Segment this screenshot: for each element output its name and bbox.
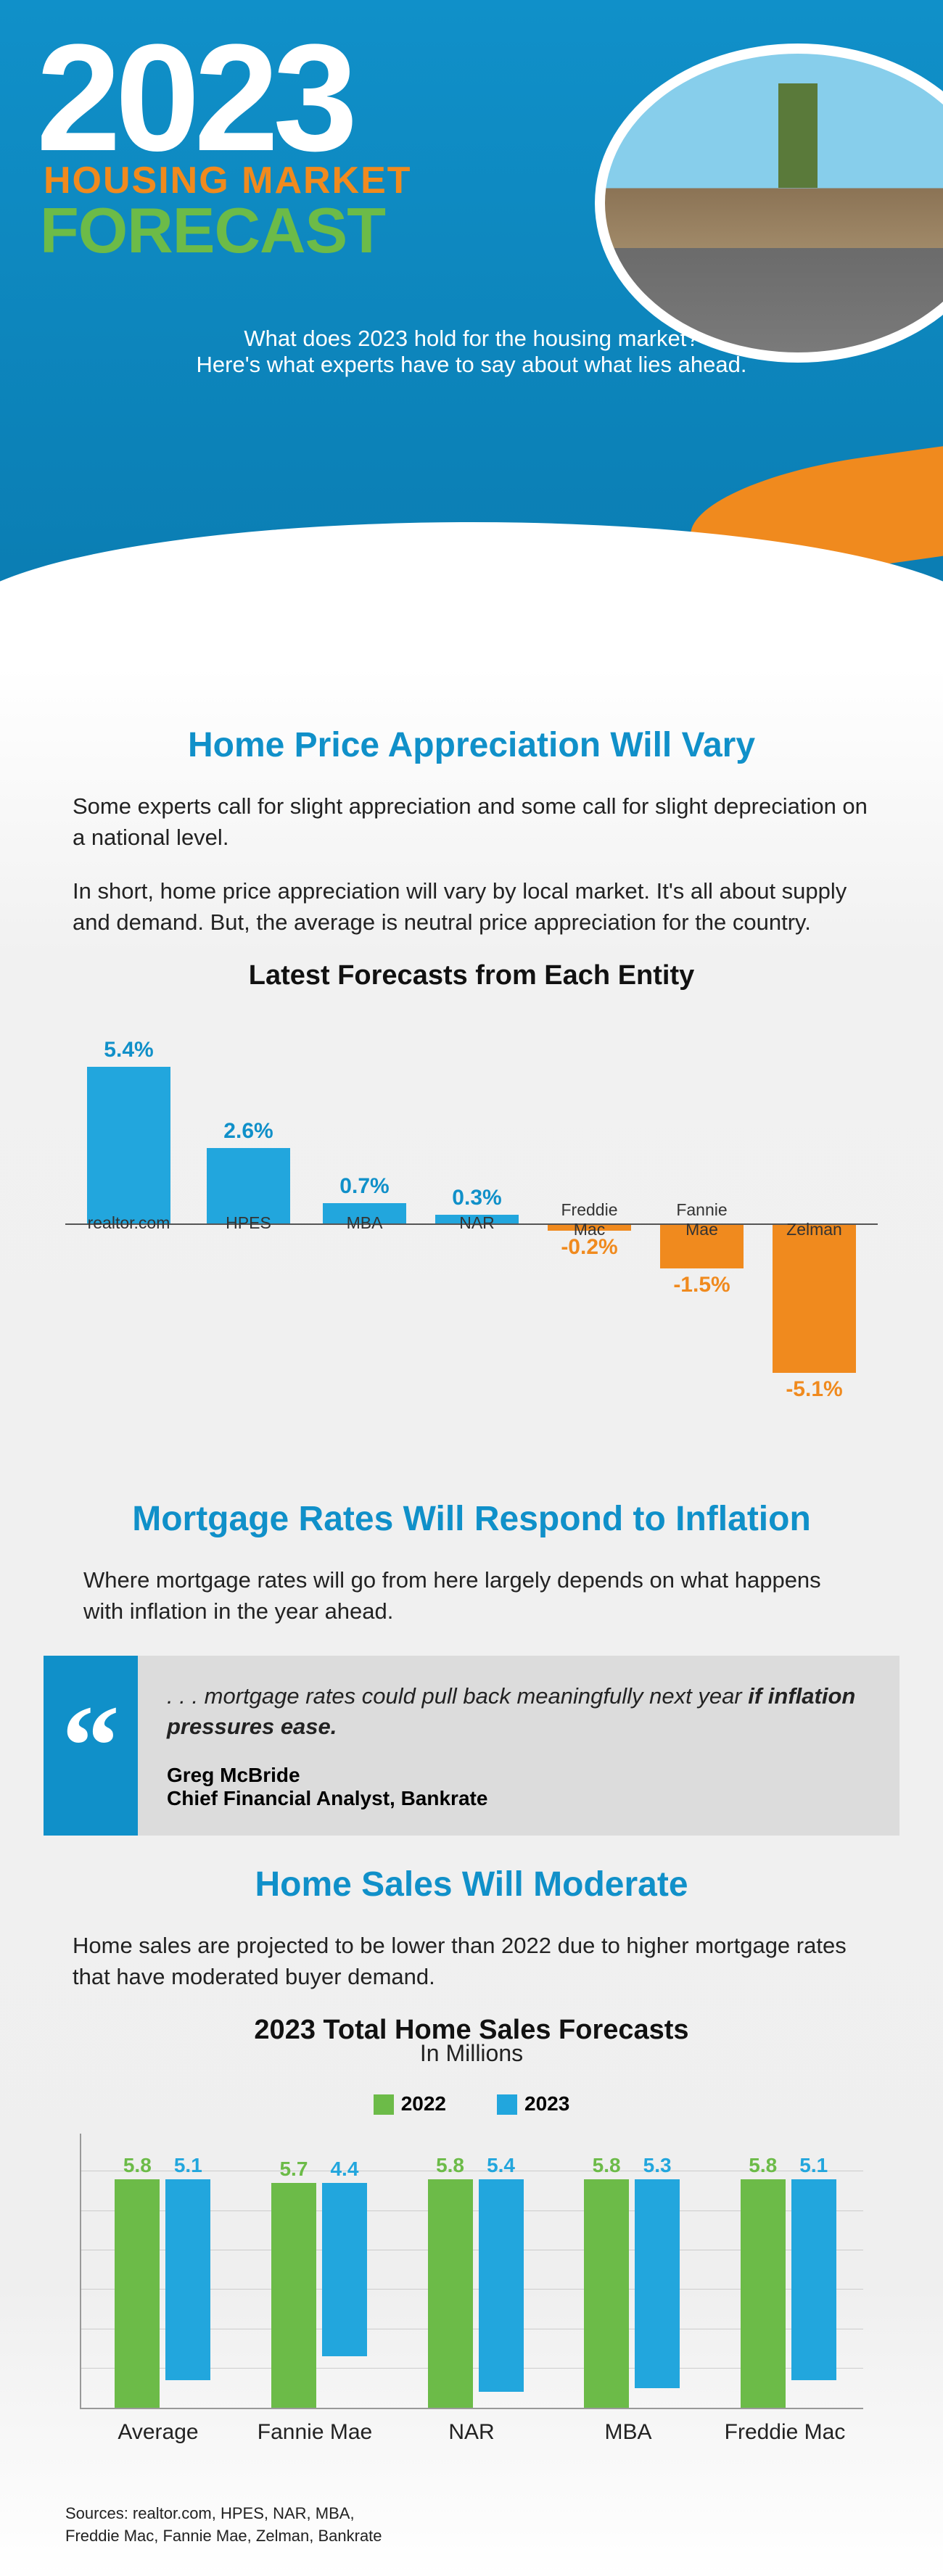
chart1-bar: 5.4%realtor.com bbox=[87, 1038, 170, 1223]
chart1-bar: Freddie Mac-0.2% bbox=[548, 1225, 631, 1260]
content-area: Home Price Appreciation Will Vary Some e… bbox=[0, 667, 943, 2576]
chart1-bar: 2.6%HPES bbox=[207, 1119, 290, 1223]
chart2-bar-value: 5.8 bbox=[584, 2154, 629, 2177]
swatch-2022 bbox=[374, 2094, 394, 2115]
chart2-bar: 5.8 bbox=[741, 2179, 786, 2408]
bar-value: 0.7% bbox=[323, 1174, 406, 1199]
section2-p1: Where mortgage rates will go from here l… bbox=[65, 1564, 878, 1627]
forecast-bar-chart: 5.4%realtor.com2.6%HPES0.7%MBA0.3%NARFre… bbox=[65, 1064, 878, 1456]
bar-value: -1.5% bbox=[660, 1273, 744, 1297]
chart2-bar: 5.4 bbox=[479, 2179, 524, 2392]
chart2-xlabel: Fannie Mae bbox=[236, 2420, 393, 2445]
legend-2022: 2022 bbox=[374, 2092, 446, 2115]
chart2-bar-value: 5.8 bbox=[428, 2154, 473, 2177]
sources-l1: Sources: realtor.com, HPES, NAR, MBA, bbox=[65, 2504, 355, 2522]
sources: Sources: realtor.com, HPES, NAR, MBA, Fr… bbox=[65, 2503, 878, 2548]
chart1-bar: 0.3%NAR bbox=[435, 1186, 519, 1223]
bar-rect bbox=[207, 1148, 290, 1223]
chart1-bar: Fannie Mae-1.5% bbox=[660, 1225, 744, 1297]
legend-2023: 2023 bbox=[497, 2092, 569, 2115]
bar-label: Freddie Mac bbox=[548, 1200, 631, 1239]
chart2-bar-value: 5.4 bbox=[479, 2154, 524, 2177]
chart2-xlabel: MBA bbox=[550, 2420, 707, 2445]
chart2-bar-value: 5.8 bbox=[115, 2154, 160, 2177]
legend-2023-label: 2023 bbox=[524, 2092, 569, 2115]
chart2-xlabel: Freddie Mac bbox=[707, 2420, 863, 2445]
chart1-title: Latest Forecasts from Each Entity bbox=[65, 960, 878, 991]
bar-label: MBA bbox=[323, 1213, 406, 1233]
chart2-bar: 4.4 bbox=[322, 2183, 367, 2356]
chart2-group: 5.85.4 bbox=[418, 2179, 534, 2408]
bar-label: HPES bbox=[207, 1213, 290, 1233]
bar-value: 2.6% bbox=[207, 1119, 290, 1144]
chart2-sub: In Millions bbox=[65, 2040, 878, 2067]
author-title: Chief Financial Analyst, Bankrate bbox=[167, 1787, 487, 1809]
bar-label: Fannie Mae bbox=[660, 1200, 744, 1239]
section1-p1: Some experts call for slight appreciatio… bbox=[65, 790, 878, 854]
chart2-bar: 5.8 bbox=[115, 2179, 160, 2408]
chart2-bar-value: 5.7 bbox=[271, 2158, 316, 2181]
bar-label: Zelman bbox=[773, 1220, 856, 1239]
quote-mark-icon: “ bbox=[44, 1656, 138, 1836]
chart2-bar: 5.7 bbox=[271, 2183, 316, 2407]
hero-intro: What does 2023 hold for the housing mark… bbox=[0, 326, 943, 378]
author-name: Greg McBride bbox=[167, 1764, 300, 1786]
sources-l2: Freddie Mac, Fannie Mae, Zelman, Bankrat… bbox=[65, 2527, 382, 2545]
section1-title: Home Price Appreciation Will Vary bbox=[65, 725, 878, 765]
chart2-bar-value: 5.1 bbox=[791, 2154, 836, 2177]
bar-rect bbox=[87, 1067, 170, 1223]
chart2-bar-value: 5.3 bbox=[635, 2154, 680, 2177]
chart2-bar: 5.1 bbox=[165, 2179, 210, 2380]
infographic-page: 2023 HOUSING MARKET FORECAST What does 2… bbox=[0, 0, 943, 2576]
bar-rect bbox=[773, 1225, 856, 1373]
chart2-xlabel: NAR bbox=[393, 2420, 550, 2445]
chart2-group: 5.85.1 bbox=[730, 2179, 847, 2408]
chart2-group: 5.74.4 bbox=[261, 2183, 377, 2407]
bar-value: -5.1% bbox=[773, 1377, 856, 1402]
section2-title: Mortgage Rates Will Respond to Inflation bbox=[65, 1499, 878, 1539]
section3-p1: Home sales are projected to be lower tha… bbox=[65, 1930, 878, 1993]
section3-title: Home Sales Will Moderate bbox=[65, 1865, 878, 1904]
chart2-bar: 5.3 bbox=[635, 2179, 680, 2388]
section1-p2: In short, home price appreciation will v… bbox=[65, 875, 878, 938]
hero-section: 2023 HOUSING MARKET FORECAST What does 2… bbox=[0, 0, 943, 667]
quote-body: . . . mortgage rates could pull back mea… bbox=[167, 1681, 870, 1742]
chart2-xlabels: AverageFannie MaeNARMBAFreddie Mac bbox=[80, 2420, 863, 2445]
bar-label: realtor.com bbox=[87, 1213, 170, 1233]
intro-line2: Here's what experts have to say about wh… bbox=[197, 352, 747, 377]
chart2-bar-value: 5.1 bbox=[165, 2154, 210, 2177]
swatch-2023 bbox=[497, 2094, 517, 2115]
chart2-xlabel: Average bbox=[80, 2420, 236, 2445]
chart2-group: 5.85.1 bbox=[104, 2179, 221, 2408]
chart2-bar: 5.1 bbox=[791, 2179, 836, 2380]
chart2-bar-value: 4.4 bbox=[322, 2158, 367, 2181]
bar-value: 5.4% bbox=[87, 1038, 170, 1062]
chart2-legend: 2022 2023 bbox=[65, 2092, 878, 2115]
bar-label: NAR bbox=[435, 1213, 519, 1233]
bar-value: 0.3% bbox=[435, 1186, 519, 1210]
chart1-bar: Zelman-5.1% bbox=[773, 1225, 856, 1402]
legend-2022-label: 2022 bbox=[401, 2092, 446, 2115]
chart2-group: 5.85.3 bbox=[574, 2179, 690, 2408]
quote-author: Greg McBride Chief Financial Analyst, Ba… bbox=[167, 1764, 870, 1810]
chart2-bar: 5.8 bbox=[584, 2179, 629, 2408]
quote-box: “ . . . mortgage rates could pull back m… bbox=[44, 1656, 899, 1836]
quote-pre: . . . mortgage rates could pull back mea… bbox=[167, 1683, 748, 1709]
sales-bar-chart: 5.85.15.74.45.85.45.85.35.85.1 bbox=[80, 2134, 863, 2409]
chart2-bar-value: 5.8 bbox=[741, 2154, 786, 2177]
chart2-bar: 5.8 bbox=[428, 2179, 473, 2408]
intro-line1: What does 2023 hold for the housing mark… bbox=[244, 326, 699, 351]
chart1-bar: 0.7%MBA bbox=[323, 1174, 406, 1223]
quote-text-area: . . . mortgage rates could pull back mea… bbox=[138, 1656, 899, 1836]
